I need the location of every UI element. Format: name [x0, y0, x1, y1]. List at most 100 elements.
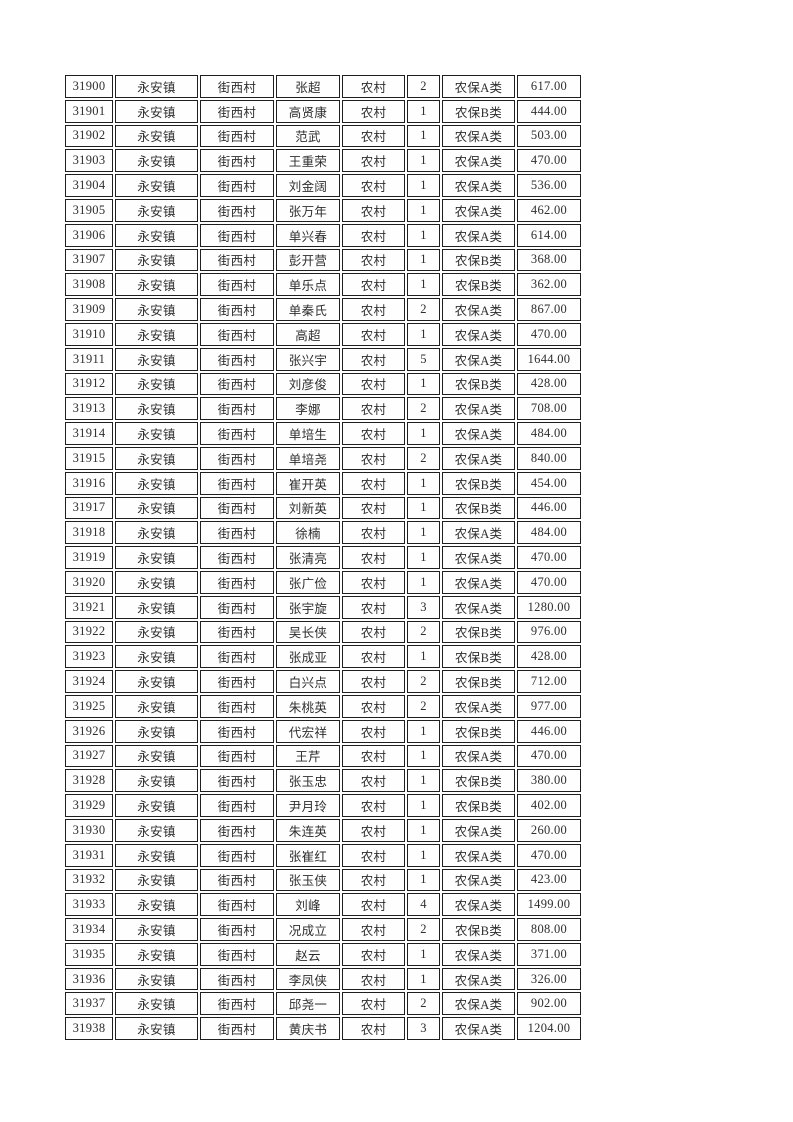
table-row: 31917 永安镇 街西村 刘新英 农村 1 农保B类 446.00 [65, 496, 581, 520]
cell-record-id: 31935 [65, 942, 113, 966]
cell-person-count: 1 [407, 744, 440, 768]
cell-record-id: 31937 [65, 992, 113, 1016]
table-row: 31918 永安镇 街西村 徐楠 农村 1 农保A类 484.00 [65, 521, 581, 545]
cell-insurance-category: 农保A类 [442, 347, 515, 371]
cell-village: 街西村 [200, 918, 274, 941]
cell-person-count: 2 [407, 620, 440, 644]
cell-person-count: 2 [407, 397, 440, 421]
table-row: 31902 永安镇 街西村 范武 农村 1 农保A类 503.00 [65, 124, 581, 148]
cell-person-count: 3 [407, 595, 440, 619]
cell-insurance-category: 农保B类 [442, 794, 515, 817]
cell-person-count: 2 [407, 298, 440, 321]
cell-record-id: 31934 [65, 918, 113, 941]
table-row: 31929 永安镇 街西村 尹月玲 农村 1 农保B类 402.00 [65, 794, 581, 817]
cell-household-type: 农村 [342, 942, 405, 966]
cell-insurance-category: 农保B类 [442, 670, 515, 693]
cell-person-name: 朱连英 [276, 818, 340, 842]
cell-town: 永安镇 [115, 744, 198, 768]
cell-village: 街西村 [200, 719, 274, 743]
cell-household-type: 农村 [342, 124, 405, 148]
cell-person-name: 张玉侠 [276, 868, 340, 892]
cell-village: 街西村 [200, 223, 274, 247]
cell-person-count: 1 [407, 124, 440, 148]
cell-village: 街西村 [200, 397, 274, 421]
table-row: 31914 永安镇 街西村 单培生 农村 1 农保A类 484.00 [65, 422, 581, 445]
cell-record-id: 31933 [65, 893, 113, 917]
cell-person-count: 2 [407, 992, 440, 1016]
cell-record-id: 31927 [65, 744, 113, 768]
cell-insurance-category: 农保B类 [442, 248, 515, 272]
table-row: 31900 永安镇 街西村 张超 农村 2 农保A类 617.00 [65, 75, 581, 98]
cell-person-name: 高贤康 [276, 99, 340, 123]
cell-person-name: 吴长侠 [276, 620, 340, 644]
cell-amount: 484.00 [517, 422, 581, 445]
cell-village: 街西村 [200, 322, 274, 346]
cell-amount: 808.00 [517, 918, 581, 941]
cell-village: 街西村 [200, 694, 274, 718]
cell-record-id: 31916 [65, 471, 113, 495]
table-row: 31913 永安镇 街西村 李娜 农村 2 农保A类 708.00 [65, 397, 581, 421]
cell-household-type: 农村 [342, 769, 405, 793]
cell-amount: 362.00 [517, 273, 581, 297]
cell-household-type: 农村 [342, 248, 405, 272]
cell-town: 永安镇 [115, 496, 198, 520]
cell-amount: 902.00 [517, 992, 581, 1016]
cell-person-name: 张广俭 [276, 570, 340, 594]
pension-payment-table: 31900 永安镇 街西村 张超 农村 2 农保A类 617.00 31901 永安镇 街西村 高贤康… [63, 73, 583, 1042]
cell-household-type: 农村 [342, 223, 405, 247]
cell-amount: 423.00 [517, 868, 581, 892]
cell-record-id: 31923 [65, 645, 113, 669]
cell-village: 街西村 [200, 893, 274, 917]
table-row: 31926 永安镇 街西村 代宏祥 农村 1 农保B类 446.00 [65, 719, 581, 743]
cell-village: 街西村 [200, 471, 274, 495]
cell-insurance-category: 农保B类 [442, 273, 515, 297]
cell-amount: 484.00 [517, 521, 581, 545]
cell-person-name: 张超 [276, 75, 340, 98]
cell-town: 永安镇 [115, 397, 198, 421]
cell-village: 街西村 [200, 372, 274, 396]
cell-person-name: 赵云 [276, 942, 340, 966]
cell-record-id: 31913 [65, 397, 113, 421]
cell-amount: 536.00 [517, 174, 581, 197]
table-row: 31901 永安镇 街西村 高贤康 农村 1 农保B类 444.00 [65, 99, 581, 123]
cell-person-count: 1 [407, 868, 440, 892]
cell-record-id: 31919 [65, 546, 113, 569]
table-row: 31931 永安镇 街西村 张崔红 农村 1 农保A类 470.00 [65, 843, 581, 867]
cell-person-count: 1 [407, 645, 440, 669]
cell-household-type: 农村 [342, 546, 405, 569]
cell-insurance-category: 农保A类 [442, 75, 515, 98]
cell-town: 永安镇 [115, 124, 198, 148]
cell-household-type: 农村 [342, 75, 405, 98]
cell-amount: 617.00 [517, 75, 581, 98]
cell-insurance-category: 农保B类 [442, 496, 515, 520]
cell-person-count: 1 [407, 818, 440, 842]
cell-person-count: 1 [407, 273, 440, 297]
cell-amount: 326.00 [517, 967, 581, 991]
cell-village: 街西村 [200, 347, 274, 371]
cell-record-id: 31929 [65, 794, 113, 817]
cell-town: 永安镇 [115, 322, 198, 346]
cell-insurance-category: 农保A类 [442, 843, 515, 867]
cell-insurance-category: 农保A类 [442, 942, 515, 966]
cell-insurance-category: 农保B类 [442, 620, 515, 644]
cell-insurance-category: 农保A类 [442, 818, 515, 842]
cell-town: 永安镇 [115, 868, 198, 892]
cell-household-type: 农村 [342, 521, 405, 545]
cell-person-count: 2 [407, 75, 440, 98]
cell-town: 永安镇 [115, 446, 198, 470]
cell-village: 街西村 [200, 149, 274, 173]
cell-person-count: 1 [407, 546, 440, 569]
cell-amount: 1204.00 [517, 1017, 581, 1041]
cell-person-count: 1 [407, 322, 440, 346]
cell-record-id: 31938 [65, 1017, 113, 1041]
cell-town: 永安镇 [115, 422, 198, 445]
cell-amount: 260.00 [517, 818, 581, 842]
cell-person-name: 白兴点 [276, 670, 340, 693]
cell-insurance-category: 农保A类 [442, 198, 515, 222]
table-row: 31912 永安镇 街西村 刘彦俊 农村 1 农保B类 428.00 [65, 372, 581, 396]
cell-household-type: 农村 [342, 794, 405, 817]
cell-village: 街西村 [200, 620, 274, 644]
cell-insurance-category: 农保B类 [442, 918, 515, 941]
cell-household-type: 农村 [342, 967, 405, 991]
cell-town: 永安镇 [115, 794, 198, 817]
